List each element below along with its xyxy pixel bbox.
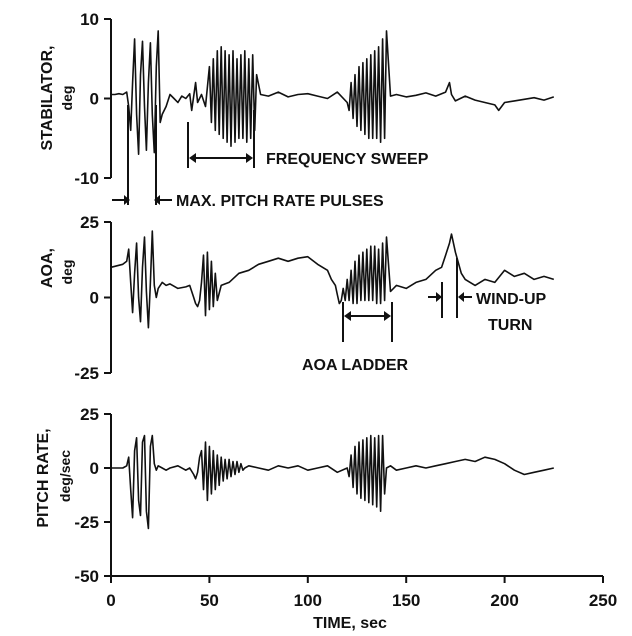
frequency-sweep-label: FREQUENCY SWEEP xyxy=(266,151,429,168)
y-tick-label: 25 xyxy=(80,405,99,424)
pitch-rate-ylabel-line2: deg/sec xyxy=(57,450,73,502)
y-tick-label: 25 xyxy=(80,213,99,232)
y-tick-label: -10 xyxy=(74,169,99,188)
pitch-rate-ylabel-line1: PITCH RATE, xyxy=(35,428,52,527)
y-tick-label: -50 xyxy=(74,567,99,586)
x-tick-label: 100 xyxy=(294,591,322,610)
x-tick-label: 0 xyxy=(106,591,115,610)
y-tick-label: 0 xyxy=(90,459,99,478)
y-tick-label: -25 xyxy=(74,513,99,532)
max-pitch-rate-pulses-label: MAX. PITCH RATE PULSES xyxy=(176,193,384,210)
x-axis-ticks: 0 50 100 150 200 250 xyxy=(106,576,617,610)
y-tick-label: 0 xyxy=(90,90,99,109)
pitch-rate-y-ticks: 25 0 -25 -50 xyxy=(74,405,111,586)
wind-up-turn-label-line2: TURN xyxy=(488,317,532,334)
x-axis-label: TIME, sec xyxy=(313,615,387,632)
aoa-ylabel-line2: deg xyxy=(59,260,75,285)
wind-up-turn-label-line1: WIND-UP xyxy=(476,291,547,308)
annotation-wind-up-turn: WIND-UP TURN xyxy=(428,258,547,334)
aoa-y-ticks: 25 0 -25 xyxy=(74,213,111,383)
x-tick-label: 200 xyxy=(490,591,518,610)
y-tick-label: 10 xyxy=(80,10,99,29)
aoa-ladder-label: AOA LADDER xyxy=(302,357,409,374)
y-tick-label: -25 xyxy=(74,364,99,383)
stabilator-ylabel-line2: deg xyxy=(59,86,75,111)
y-tick-label: 0 xyxy=(90,289,99,308)
x-tick-label: 50 xyxy=(200,591,219,610)
x-tick-label: 150 xyxy=(392,591,420,610)
aoa-trace xyxy=(111,231,554,328)
pitch-rate-trace xyxy=(111,436,554,529)
x-tick-label: 250 xyxy=(589,591,617,610)
stabilator-trace xyxy=(111,31,554,154)
stabilator-ylabel-line1: STABILATOR, xyxy=(39,46,56,151)
stabilator-y-ticks: 10 0 -10 xyxy=(74,10,111,188)
annotation-aoa-ladder: AOA LADDER xyxy=(302,302,409,374)
aoa-ylabel-line1: AOA, xyxy=(39,248,56,288)
panel-pitch-rate: 250-25-50 0 50 100 150 200 250 PITCH RATE, de… xyxy=(35,405,617,632)
